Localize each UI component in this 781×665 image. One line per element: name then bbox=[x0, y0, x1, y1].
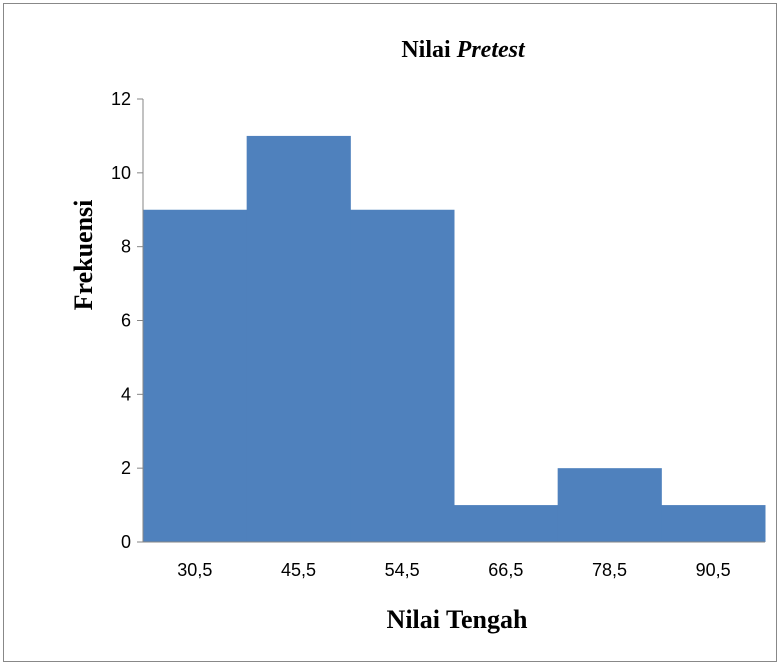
y-tick-label: 4 bbox=[121, 384, 131, 404]
y-axis-title: Frekuensi bbox=[69, 200, 98, 311]
bar-4 bbox=[454, 505, 559, 542]
x-tick-label: 30,5 bbox=[177, 560, 212, 580]
x-tick-label: 66,5 bbox=[488, 560, 523, 580]
y-tick-label: 0 bbox=[121, 532, 131, 552]
chart-title-main: Nilai bbox=[401, 37, 456, 63]
bar-6 bbox=[661, 505, 766, 542]
bar-2 bbox=[246, 135, 351, 542]
bar-1 bbox=[143, 209, 248, 542]
x-tick-label: 90,5 bbox=[696, 560, 731, 580]
bars-group bbox=[143, 135, 766, 542]
bar-5 bbox=[557, 468, 662, 542]
x-tick-label: 78,5 bbox=[592, 560, 627, 580]
y-tick-label: 10 bbox=[111, 163, 131, 183]
y-tick-label: 6 bbox=[121, 311, 131, 331]
bar-3 bbox=[350, 209, 455, 542]
y-tick-label: 12 bbox=[111, 89, 131, 109]
chart-title-italic: Pretest bbox=[456, 37, 526, 63]
y-ticks-group: 0 2 4 6 8 10 12 bbox=[111, 89, 143, 552]
y-tick-label: 2 bbox=[121, 458, 131, 478]
x-tick-label: 54,5 bbox=[385, 560, 420, 580]
y-tick-label: 8 bbox=[121, 237, 131, 257]
chart-title: Nilai Pretest bbox=[401, 37, 526, 63]
x-ticks-group: 30,5 45,5 54,5 66,5 78,5 90,5 bbox=[177, 560, 730, 580]
x-axis-title: Nilai Tengah bbox=[387, 605, 528, 634]
x-tick-label: 45,5 bbox=[281, 560, 316, 580]
